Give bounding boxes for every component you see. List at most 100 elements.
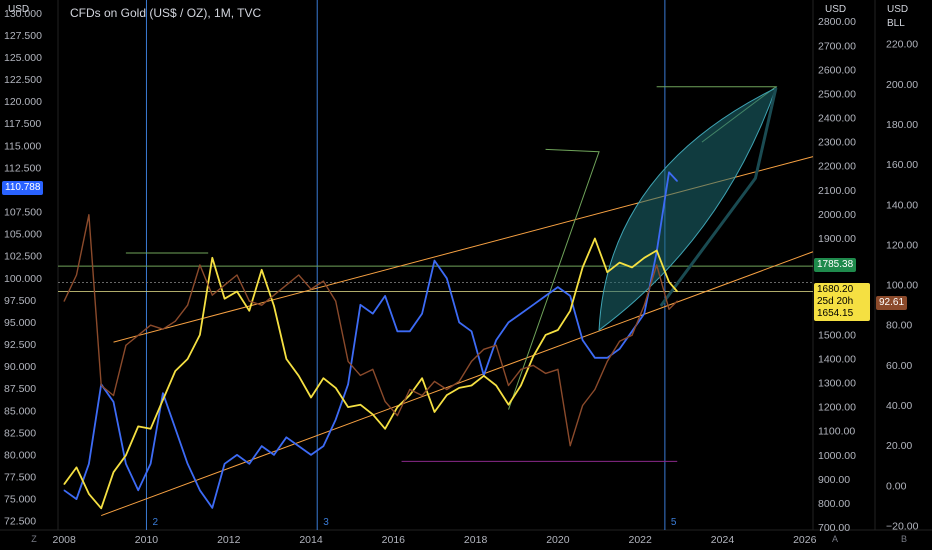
mid-tick-label: 2800.00 bbox=[818, 16, 856, 28]
left-tick-label: 82.500 bbox=[4, 427, 36, 439]
dxy-series-point bbox=[322, 445, 324, 447]
dxy-series-point bbox=[63, 489, 65, 491]
x-tick-label: 2022 bbox=[629, 534, 653, 546]
gold-series-point bbox=[409, 394, 411, 396]
oil-series-point bbox=[236, 274, 238, 276]
gold-series-point bbox=[396, 406, 399, 408]
right-tick-label: 220.00 bbox=[886, 39, 918, 51]
left-tick-label: 77.500 bbox=[4, 472, 36, 484]
gold-series-point bbox=[421, 377, 423, 379]
gold-series-point bbox=[606, 271, 608, 273]
oil-series-point bbox=[569, 445, 571, 447]
gold-series-point bbox=[88, 493, 90, 495]
auto-scale-button[interactable]: A bbox=[831, 534, 838, 544]
oil-series-point bbox=[544, 372, 547, 375]
left-tick-label: 80.000 bbox=[4, 449, 36, 461]
gold-series-point bbox=[224, 298, 226, 300]
gold-last-badge: 1680.20 25d 20h 1654.15 bbox=[814, 283, 870, 321]
dxy-series-point bbox=[507, 321, 510, 324]
dxy-series-point bbox=[174, 427, 176, 430]
oil-series-point bbox=[187, 304, 189, 306]
x-tick-label: 2012 bbox=[217, 534, 241, 546]
dxy-series-point bbox=[236, 454, 238, 456]
gold-series-point bbox=[483, 375, 485, 377]
left-tick-label: 107.500 bbox=[4, 207, 42, 219]
countdown: 25d 20h bbox=[817, 296, 854, 307]
right-tick-label: 120.00 bbox=[886, 239, 918, 251]
gold-series-point bbox=[149, 428, 152, 430]
zoom-toggle-button[interactable]: Z bbox=[31, 534, 37, 544]
oil-series-point bbox=[273, 294, 275, 296]
dxy-series-point bbox=[594, 357, 596, 359]
oil-series-point bbox=[199, 264, 201, 266]
dxy-series-point bbox=[248, 463, 250, 465]
gold-series-point bbox=[557, 329, 559, 331]
projection-line bbox=[508, 148, 600, 410]
oil-series-point bbox=[676, 300, 678, 302]
x-tick-label: 2018 bbox=[464, 534, 488, 546]
right-tick-label: 100.00 bbox=[886, 280, 918, 292]
gold-series-point bbox=[100, 507, 102, 509]
dxy-series-point bbox=[668, 171, 670, 173]
dxy-series-point bbox=[285, 436, 287, 438]
oil-series-point bbox=[75, 274, 78, 276]
left-tick-label: 117.500 bbox=[4, 118, 41, 130]
mid-tick-label: 1000.00 bbox=[818, 450, 856, 462]
mid-tick-label: 1400.00 bbox=[818, 353, 856, 365]
dxy-series-point bbox=[162, 392, 164, 394]
oil-series-point bbox=[532, 364, 534, 366]
oil-series-point bbox=[285, 284, 287, 286]
oil-series-point bbox=[100, 384, 102, 387]
gold-series-point bbox=[643, 257, 645, 259]
dxy-series-point bbox=[581, 339, 584, 341]
dxy-series-point bbox=[199, 489, 201, 491]
dxy-series-point bbox=[310, 454, 312, 456]
dxy-series-point bbox=[643, 312, 645, 315]
dxy-series-point bbox=[384, 295, 386, 297]
dxy-series-point bbox=[446, 277, 448, 279]
oil-series-point bbox=[483, 348, 485, 350]
mid-tick-label: 2700.00 bbox=[818, 40, 856, 52]
oil-series-point bbox=[557, 368, 559, 370]
gold-series-point bbox=[569, 310, 571, 312]
gold-series-point bbox=[199, 334, 201, 336]
gold-series-point bbox=[75, 466, 78, 468]
left-tick-label: 95.000 bbox=[4, 317, 36, 329]
gold-series-point bbox=[285, 358, 287, 360]
oil-series-point bbox=[668, 308, 670, 310]
left-tick-label: 90.000 bbox=[4, 361, 36, 373]
left-tick-label: 87.500 bbox=[4, 383, 36, 395]
gold-series-point bbox=[433, 411, 436, 413]
mid-tick-label: 2300.00 bbox=[818, 137, 856, 149]
dxy-series-point bbox=[298, 445, 300, 447]
mid-tick-label: 1200.00 bbox=[818, 402, 856, 414]
right-scale-button[interactable]: B bbox=[900, 534, 907, 544]
oil-series-point bbox=[433, 380, 436, 383]
left-tick-label: 112.500 bbox=[4, 162, 41, 174]
mid-tick-label: 2000.00 bbox=[818, 209, 856, 221]
left-tick-label: 105.000 bbox=[4, 229, 42, 241]
oil-last-badge: 92.61 bbox=[876, 296, 908, 310]
mid-tick-label: 2200.00 bbox=[818, 161, 856, 173]
oil-series-point bbox=[125, 344, 127, 346]
gold-series-point bbox=[211, 257, 213, 259]
mid-tick-label: 700.00 bbox=[818, 522, 850, 534]
oil-series-point bbox=[322, 280, 324, 282]
gold-series-point bbox=[187, 358, 189, 360]
gold-series-point bbox=[261, 269, 263, 271]
dxy-series-point bbox=[224, 463, 226, 465]
mid-tick-label: 2400.00 bbox=[818, 113, 856, 125]
dxy-series-point bbox=[433, 259, 436, 262]
chart-title: CFDs on Gold (US$ / OZ), 1M, TVC bbox=[70, 6, 262, 20]
gold-series-point bbox=[594, 237, 596, 240]
oil-series-point bbox=[248, 300, 250, 302]
left-tick-label: 92.500 bbox=[4, 339, 36, 351]
gold-series-point bbox=[581, 266, 584, 269]
oil-series-point bbox=[162, 328, 164, 330]
projection-cone-edge bbox=[659, 87, 778, 307]
dxy-last-badge: 110.788 bbox=[2, 181, 44, 195]
gold-series-point bbox=[347, 406, 349, 408]
gold-series-point bbox=[656, 249, 658, 252]
dxy-series-point bbox=[569, 295, 571, 297]
